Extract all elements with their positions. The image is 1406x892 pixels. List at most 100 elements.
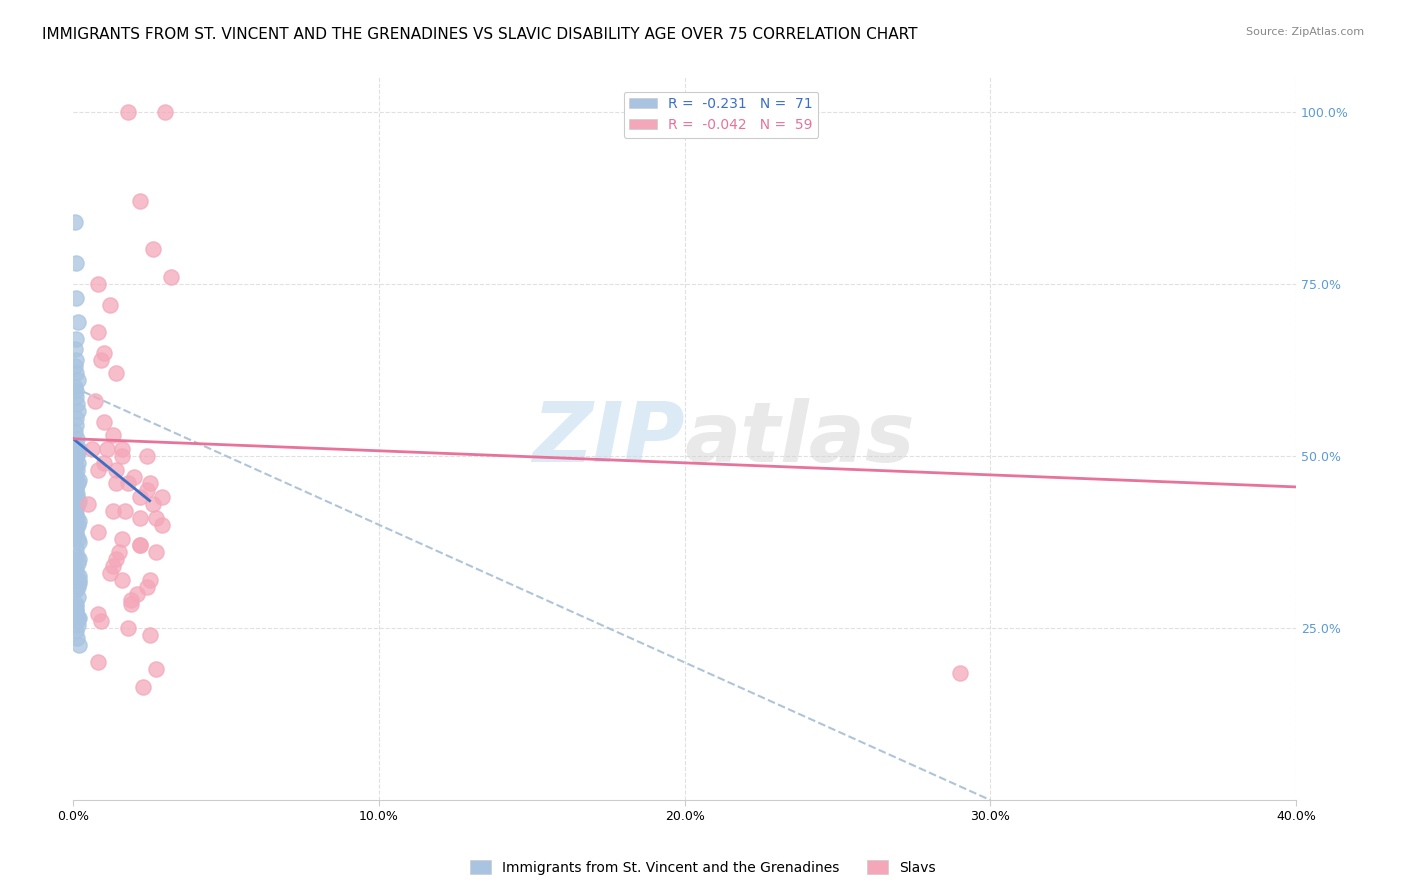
Point — [65, 483, 87, 498]
Point — [66, 463, 89, 477]
Point — [66, 511, 89, 525]
Point — [120, 593, 142, 607]
Point — [135, 580, 157, 594]
Point — [93, 456, 115, 470]
Point — [65, 521, 87, 535]
Point — [138, 476, 160, 491]
Point — [65, 480, 87, 494]
Point — [86, 656, 108, 670]
Point — [63, 425, 86, 439]
Point — [65, 583, 87, 598]
Point — [66, 632, 89, 646]
Point — [63, 359, 86, 374]
Point — [93, 345, 115, 359]
Point — [66, 590, 89, 604]
Point — [65, 500, 87, 515]
Point — [65, 439, 87, 453]
Point — [86, 325, 108, 339]
Point — [63, 343, 86, 357]
Point — [65, 291, 87, 305]
Point — [66, 373, 89, 387]
Point — [65, 566, 87, 580]
Point — [67, 493, 90, 508]
Point — [65, 490, 87, 504]
Point — [65, 367, 87, 381]
Point — [101, 559, 124, 574]
Point — [145, 662, 167, 676]
Point — [66, 617, 89, 632]
Point — [150, 517, 173, 532]
Point — [153, 104, 176, 119]
Point — [98, 566, 121, 580]
Point — [108, 545, 131, 559]
Point — [66, 397, 89, 411]
Point — [65, 604, 87, 618]
Point — [65, 449, 87, 463]
Point — [66, 445, 89, 459]
Point — [145, 545, 167, 559]
Point — [67, 442, 90, 456]
Point — [67, 569, 90, 583]
Point — [86, 463, 108, 477]
Point — [65, 524, 87, 539]
Point — [67, 535, 90, 549]
Point — [65, 352, 87, 367]
Point — [129, 538, 152, 552]
Point — [65, 604, 87, 618]
Point — [138, 573, 160, 587]
Point — [66, 580, 89, 594]
Point — [90, 352, 112, 367]
Point — [101, 504, 124, 518]
Point — [86, 607, 108, 622]
Point — [124, 469, 146, 483]
Point — [65, 417, 87, 432]
Point — [66, 404, 89, 418]
Point — [114, 504, 136, 518]
Point — [66, 315, 89, 329]
Legend: R =  -0.231   N =  71, R =  -0.042   N =  59: R = -0.231 N = 71, R = -0.042 N = 59 — [624, 92, 818, 137]
Point — [135, 449, 157, 463]
Point — [138, 628, 160, 642]
Point — [67, 514, 90, 528]
Point — [142, 243, 165, 257]
Point — [80, 442, 103, 456]
Point — [63, 466, 86, 480]
Point — [160, 270, 183, 285]
Point — [65, 541, 87, 556]
Point — [129, 194, 152, 209]
Point — [67, 473, 90, 487]
Point — [142, 497, 165, 511]
Text: atlas: atlas — [685, 398, 915, 479]
Point — [111, 573, 134, 587]
Point — [145, 511, 167, 525]
Point — [104, 552, 127, 566]
Point — [65, 384, 87, 398]
Point — [65, 332, 87, 346]
Point — [66, 517, 89, 532]
Point — [65, 600, 87, 615]
Point — [66, 610, 89, 624]
Point — [111, 449, 134, 463]
Point — [120, 597, 142, 611]
Point — [66, 476, 89, 491]
Text: ZIP: ZIP — [531, 398, 685, 479]
Point — [93, 415, 115, 429]
Point — [65, 597, 87, 611]
Point — [66, 614, 89, 628]
Point — [67, 552, 90, 566]
Point — [111, 442, 134, 456]
Point — [104, 367, 127, 381]
Point — [86, 277, 108, 291]
Point — [77, 497, 100, 511]
Point — [98, 297, 121, 311]
Point — [65, 459, 87, 474]
Point — [111, 532, 134, 546]
Point — [101, 428, 124, 442]
Point — [127, 586, 149, 600]
Point — [104, 476, 127, 491]
Point — [66, 487, 89, 501]
Point — [65, 452, 87, 467]
Point — [63, 504, 86, 518]
Point — [66, 549, 89, 563]
Point — [66, 456, 89, 470]
